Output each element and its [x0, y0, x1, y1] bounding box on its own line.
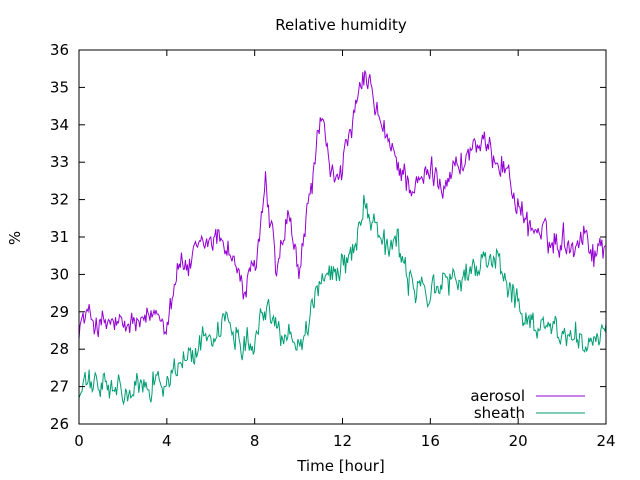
y-tick-label: 31	[50, 228, 69, 246]
y-tick-label: 36	[50, 41, 69, 59]
legend-label-aerosol: aerosol	[470, 387, 525, 405]
y-tick-label: 30	[50, 265, 69, 283]
x-tick-label: 8	[250, 432, 260, 450]
y-tick-label: 32	[50, 191, 69, 209]
y-tick-label: 26	[50, 415, 69, 433]
x-tick-label: 20	[509, 432, 528, 450]
y-tick-label: 28	[50, 340, 69, 358]
plot-frame	[78, 49, 607, 425]
y-axis-label: %	[6, 231, 24, 245]
plot-lines	[78, 70, 607, 406]
y-tick-label: 34	[50, 116, 69, 134]
axis-ticks: 0 4 8 12 16 20 24 26 27 28 29 30 31 32 33 34 35 36	[50, 41, 616, 450]
series-line-aerosol	[78, 70, 607, 340]
chart-title: Relative humidity	[275, 16, 407, 34]
x-axis-label: Time [hour]	[296, 457, 385, 475]
x-tick-label: 12	[333, 432, 352, 450]
y-tick-label: 35	[50, 78, 69, 96]
y-tick-label: 27	[50, 378, 69, 396]
x-tick-label: 16	[421, 432, 440, 450]
y-tick-label: 29	[50, 303, 69, 321]
y-tick-label: 33	[50, 153, 69, 171]
x-tick-label: 24	[596, 432, 615, 450]
x-tick-label: 4	[162, 432, 172, 450]
series-line-sheath	[78, 194, 607, 406]
x-tick-label: 0	[74, 432, 84, 450]
legend-label-sheath: sheath	[474, 404, 525, 422]
